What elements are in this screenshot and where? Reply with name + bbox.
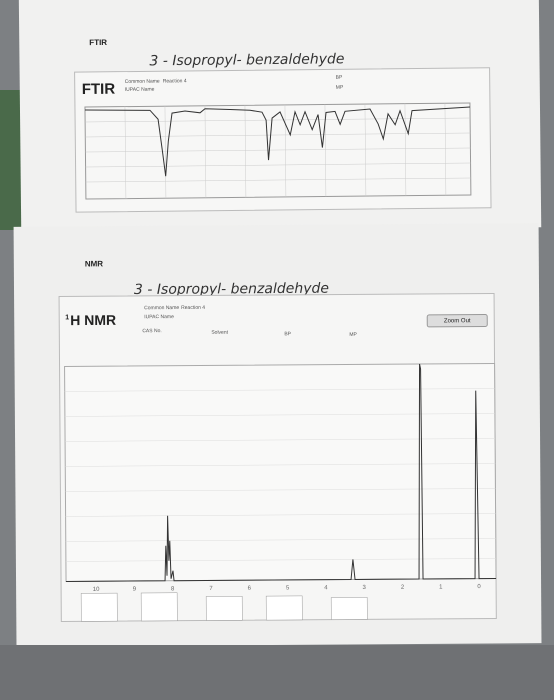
heading: NMR xyxy=(85,259,104,268)
common-name-label: Common Name xyxy=(125,79,160,85)
zoom-out-label: Zoom Out xyxy=(444,318,471,324)
reaction: Reaction 4 xyxy=(163,78,187,84)
nmr-spectrum xyxy=(66,363,497,582)
x-tick-label: 10 xyxy=(93,587,100,593)
x-tick-label: 4 xyxy=(324,585,328,591)
x-tick-label: 1 xyxy=(439,584,443,590)
x-tick-label: 5 xyxy=(286,585,290,591)
x-ticks: 10 9 8 7 6 5 4 3 2 1 0 xyxy=(93,584,482,593)
integration-tables xyxy=(80,592,368,622)
x-tick-label: 8 xyxy=(171,586,175,592)
x-tick-label: 0 xyxy=(477,584,481,590)
x-tick-label: 2 xyxy=(401,585,405,591)
plot-area xyxy=(84,102,472,200)
x-tick-label: 9 xyxy=(133,587,137,593)
grid xyxy=(85,103,471,199)
bp-label: BP xyxy=(336,75,343,81)
mp-label: MP xyxy=(349,332,357,338)
nmr-page: NMR 3 - Isopropyl- benzaldehyde 1 H NMR … xyxy=(13,223,542,647)
x-tick-label: 6 xyxy=(248,586,252,592)
zoom-out-button[interactable] xyxy=(426,314,488,328)
chart-label-sup: 1 xyxy=(65,314,69,321)
chart-label: H NMR xyxy=(70,312,116,328)
reaction: Reaction 4 xyxy=(181,305,205,311)
x-tick-label: 3 xyxy=(363,585,367,591)
ftir-spectrum xyxy=(84,106,471,177)
mp-label: MP xyxy=(336,85,344,91)
cas-label: CAS No. xyxy=(142,328,161,334)
handwritten-title: 3 - Isopropyl- benzaldehyde xyxy=(149,51,344,69)
x-tick-label: 7 xyxy=(209,586,213,592)
ftir-page: FTIR 3 - Isopropyl- benzaldehyde FTIR Co… xyxy=(18,0,542,233)
solvent-label: Solvent xyxy=(211,330,228,336)
common-name-label: Common Name xyxy=(144,305,179,311)
bp-label: BP xyxy=(284,331,291,337)
plot-area xyxy=(64,362,497,582)
desk xyxy=(0,645,554,700)
handwritten-title: 3 - Isopropyl- benzaldehyde xyxy=(134,281,329,298)
heading: FTIR xyxy=(89,38,107,47)
grid xyxy=(64,388,496,562)
chart-label: FTIR xyxy=(82,81,116,98)
iupac-label: IUPAC Name xyxy=(125,87,155,93)
iupac-label: IUPAC Name xyxy=(144,314,174,320)
